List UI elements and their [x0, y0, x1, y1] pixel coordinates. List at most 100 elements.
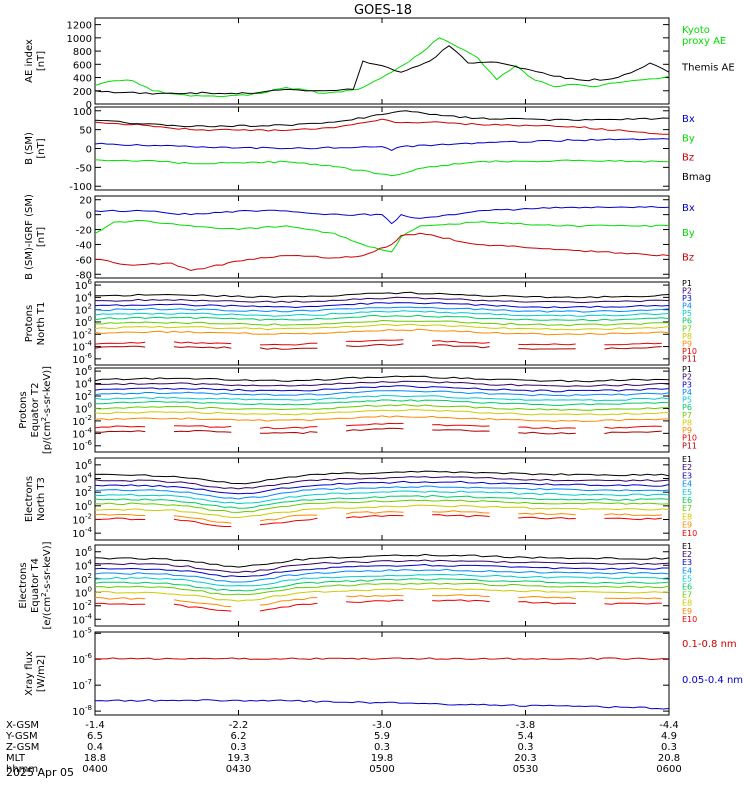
- y-tick-label: 1000: [67, 34, 92, 45]
- panel-frame: [94, 195, 670, 279]
- legend-label: P6: [682, 403, 692, 412]
- legend-label: Bx: [682, 203, 695, 214]
- panel-frame: [94, 544, 670, 627]
- legend-label: E8: [682, 512, 692, 521]
- axis-row-value: 19.3: [227, 753, 249, 764]
- y-tick-label: 102: [75, 485, 92, 499]
- y-tick-label: 10-6: [72, 652, 92, 666]
- legend-label: P9: [682, 426, 692, 435]
- y-tick-label: -100: [69, 182, 92, 193]
- y-tick-label: 10-4: [72, 612, 92, 626]
- y-tick-label: 0: [86, 211, 92, 222]
- channel-line-e5: [94, 490, 670, 505]
- series-line-bz: [94, 118, 670, 135]
- y-tick-label: 10-4: [72, 526, 92, 540]
- y-tick-label: 0: [86, 145, 92, 156]
- axis-row-value: 0530: [513, 764, 538, 775]
- channel-line-p7: [94, 319, 669, 327]
- channel-line-p5: [94, 395, 670, 402]
- panel-1: 1200 1000 800 600 400 200 0 AE index [nT] Kyotopr…: [24, 17, 735, 111]
- y-axis-label: Protons North T1: [24, 302, 47, 346]
- y-axis-label-line: Electrons: [24, 476, 35, 522]
- y-tick-label: -80: [76, 270, 92, 281]
- y-tick-label: 0: [86, 100, 92, 111]
- y-axis-label-line: Equator T2: [30, 383, 41, 438]
- axis-row-label: Y-GSM: [5, 731, 38, 742]
- legend-label: P3: [682, 380, 692, 389]
- y-tick-label: 600: [73, 60, 92, 71]
- axis-row-value: -2.2: [229, 720, 249, 731]
- channel-line-p11: [95, 428, 669, 434]
- y-axis-label: B (SM)-IGRF (SM) [nT]: [24, 194, 47, 280]
- y-tick-label: 104: [75, 377, 93, 391]
- legend-label: E3: [682, 471, 692, 480]
- axis-row-value: 18.8: [84, 753, 106, 764]
- legend-label: P1: [682, 365, 692, 374]
- channel-line-p8: [94, 323, 670, 331]
- y-tick-label: 1200: [67, 21, 92, 32]
- y-tick-label: 100: [73, 107, 92, 118]
- y-axis-label-line: Equator T4: [30, 558, 41, 613]
- y-axis-label-line: B (SM)-IGRF (SM): [24, 194, 35, 280]
- legend-label: Bz: [682, 253, 694, 264]
- channel-line-e4: [94, 568, 670, 583]
- y-tick-label: 102: [75, 572, 92, 586]
- y-tick-label: 102: [75, 389, 92, 403]
- legend-label: P10: [682, 347, 697, 356]
- axis-row-value: 0600: [656, 764, 681, 775]
- y-tick-label: 800: [73, 47, 92, 58]
- channel-line-p8: [94, 409, 670, 416]
- series-line-bz: [94, 232, 670, 272]
- channel-line-e8: [94, 504, 670, 519]
- y-axis-label: B (SM) [nT]: [24, 132, 47, 165]
- legend-label: E1: [682, 455, 692, 464]
- legend-label: E6: [682, 583, 692, 592]
- channel-line-p4: [94, 390, 670, 397]
- channel-line-p6: [94, 314, 670, 322]
- axis-row-value: -4.4: [659, 720, 679, 731]
- y-axis-label: Electrons Equator T4[e/(cm2-s-sr-keV)]: [18, 541, 53, 629]
- y-tick-label: 106: [75, 458, 93, 472]
- legend-label: P8: [682, 332, 692, 341]
- channel-line-e9: [95, 511, 669, 523]
- legend-label: E2: [682, 550, 692, 559]
- channel-line-p2: [95, 380, 670, 387]
- legend-label: E4: [682, 566, 692, 575]
- channel-line-p9: [94, 415, 670, 423]
- y-tick-label: 10-5: [72, 626, 92, 640]
- legend-label: P2: [682, 373, 692, 382]
- y-axis-label: Xray flux [W/m2]: [24, 651, 47, 696]
- y-axis-label-line: B (SM): [24, 132, 35, 165]
- y-tick-label: 10-4: [72, 426, 92, 440]
- channel-line-p10: [95, 423, 669, 428]
- y-axis-label-line: [nT]: [36, 227, 47, 247]
- y-tick-label: 10-7: [72, 678, 92, 692]
- legend-label: P11: [682, 354, 697, 363]
- y-tick-label: 10-4: [72, 340, 92, 354]
- axis-row-value: -3.0: [372, 720, 392, 731]
- axis-row-label: MLT: [6, 753, 26, 764]
- legend-label: P4: [682, 302, 692, 311]
- y-tick-label: 10-6: [72, 439, 92, 453]
- series-line-themis-ae: [94, 45, 670, 95]
- y-axis-label-line: North T1: [36, 302, 47, 346]
- y-axis-label-line: [W/m2]: [36, 655, 47, 692]
- axis-row-value: 20.8: [658, 753, 680, 764]
- y-tick-label: 50: [79, 126, 92, 137]
- y-tick-label: -40: [76, 240, 92, 251]
- y-tick-label: 10-2: [72, 599, 92, 613]
- legend-label: E5: [682, 574, 692, 583]
- channel-line-e6: [94, 578, 670, 592]
- legend-label: P5: [682, 309, 692, 318]
- channel-line-e7: [94, 582, 670, 596]
- channel-line-p3: [94, 385, 670, 393]
- legend-label: P2: [682, 287, 692, 296]
- y-tick-label: 106: [75, 364, 93, 378]
- y-axis-label-line: [e/(cm2-s-sr-keV)]: [40, 541, 53, 629]
- legend-label: P10: [682, 434, 697, 443]
